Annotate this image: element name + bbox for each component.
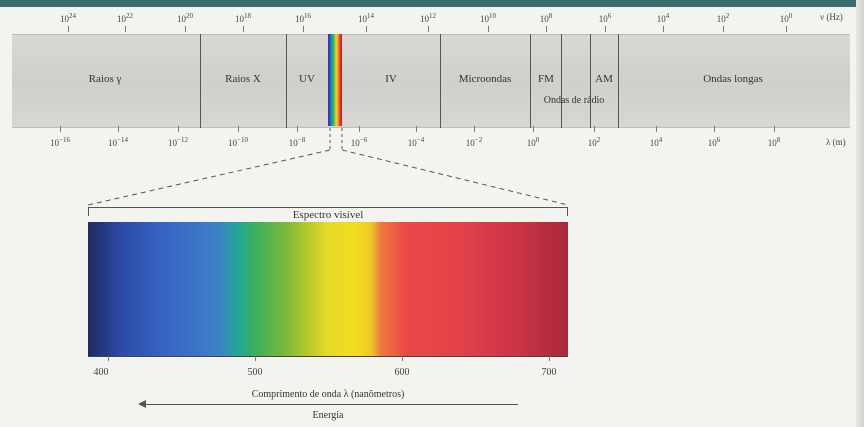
region-am: AM bbox=[595, 73, 613, 85]
visible-light-strip bbox=[328, 34, 342, 126]
axis-tick bbox=[656, 126, 657, 132]
visible-bracket bbox=[88, 207, 568, 208]
region-infrared: IV bbox=[385, 73, 397, 85]
wavelength-tick-label: 108 bbox=[767, 136, 781, 148]
axis-tick bbox=[125, 26, 126, 32]
axis-tick bbox=[297, 126, 298, 132]
axis-tick bbox=[60, 126, 61, 132]
region-x-rays: Raios X bbox=[225, 73, 261, 85]
frequency-tick-label: 102 bbox=[716, 12, 730, 24]
visible-tick-label-600: 600 bbox=[394, 367, 410, 378]
axis-tick bbox=[68, 26, 69, 32]
region-fm: FM bbox=[538, 73, 554, 85]
visible-axis-line bbox=[88, 356, 568, 357]
region-divider bbox=[590, 34, 591, 128]
wavelength-tick-label: 10−14 bbox=[108, 136, 128, 148]
region-microwaves: Microondas bbox=[458, 73, 512, 85]
axis-tick bbox=[723, 26, 724, 32]
axis-tick bbox=[366, 26, 367, 32]
axis-tick bbox=[185, 26, 186, 32]
wavelength-tick-label: 10−10 bbox=[228, 136, 248, 148]
frequency-tick-label: 1012 bbox=[420, 12, 436, 24]
visible-axis-tick bbox=[108, 356, 109, 361]
electromagnetic-spectrum-band bbox=[12, 34, 850, 128]
wavelength-tick-label: 104 bbox=[649, 136, 663, 148]
region-divider bbox=[618, 34, 619, 128]
wavelength-tick-label: 102 bbox=[587, 136, 601, 148]
visible-tick-label-700: 700 bbox=[541, 367, 557, 378]
axis-tick bbox=[428, 26, 429, 32]
frequency-tick-label: 1018 bbox=[235, 12, 251, 24]
frequency-tick-label: 1016 bbox=[295, 12, 311, 24]
axis-tick bbox=[118, 126, 119, 132]
wavelength-axis-title: Comprimento de onda λ (nanômetros) bbox=[251, 389, 405, 400]
axis-tick bbox=[359, 126, 360, 132]
region-divider bbox=[530, 34, 531, 128]
visible-axis-tick bbox=[549, 356, 550, 361]
wavelength-tick-label: 10−16 bbox=[50, 136, 70, 148]
top-border bbox=[0, 0, 864, 7]
wavelength-tick-label: 100 bbox=[526, 136, 540, 148]
frequency-tick-label: 1022 bbox=[117, 12, 133, 24]
axis-tick bbox=[178, 126, 179, 132]
axis-tick bbox=[243, 26, 244, 32]
axis-tick bbox=[238, 126, 239, 132]
wavelength-tick-label: 10−12 bbox=[168, 136, 188, 148]
axis-tick bbox=[474, 126, 475, 132]
frequency-tick-label: 104 bbox=[656, 12, 670, 24]
axis-tick bbox=[714, 126, 715, 132]
region-long-waves: Ondas longas bbox=[703, 73, 763, 85]
frequency-tick-label: 100 bbox=[779, 12, 793, 24]
visible-axis-tick bbox=[255, 356, 256, 361]
wavelength-tick-label: 10−4 bbox=[407, 136, 425, 148]
region-divider bbox=[440, 34, 441, 128]
visible-spectrum-title: Espectro visível bbox=[292, 209, 364, 221]
visible-tick-label-400: 400 bbox=[93, 367, 109, 378]
energy-arrow bbox=[142, 404, 518, 405]
wavelength-tick-label: 106 bbox=[707, 136, 721, 148]
frequency-tick-label: 1010 bbox=[480, 12, 496, 24]
frequency-tick-label: 1020 bbox=[177, 12, 193, 24]
axis-tick bbox=[774, 126, 775, 132]
axis-tick bbox=[594, 126, 595, 132]
region-divider bbox=[200, 34, 201, 128]
axis-tick bbox=[663, 26, 664, 32]
frequency-tick-label: 1014 bbox=[358, 12, 374, 24]
axis-tick bbox=[546, 26, 547, 32]
region-ultraviolet: UV bbox=[299, 73, 315, 85]
region-divider bbox=[286, 34, 287, 128]
region-radio-waves: Ondas de rádio bbox=[543, 95, 605, 106]
visible-spectrum-gradient bbox=[88, 222, 568, 356]
axis-tick bbox=[605, 26, 606, 32]
frequency-unit-label: ν (Hz) bbox=[820, 12, 843, 22]
region-divider bbox=[561, 34, 562, 128]
visible-axis-tick bbox=[402, 356, 403, 361]
visible-bracket-left bbox=[88, 207, 89, 216]
visible-tick-label-500: 500 bbox=[247, 367, 263, 378]
wavelength-tick-label: 10−6 bbox=[350, 136, 368, 148]
axis-tick bbox=[786, 26, 787, 32]
axis-tick bbox=[488, 26, 489, 32]
frequency-tick-label: 1024 bbox=[60, 12, 76, 24]
wavelength-tick-label: 10−8 bbox=[288, 136, 306, 148]
region-gamma-rays: Raios γ bbox=[88, 73, 122, 85]
axis-tick bbox=[533, 126, 534, 132]
frequency-tick-label: 106 bbox=[598, 12, 612, 24]
wavelength-tick-label: 10−2 bbox=[465, 136, 483, 148]
axis-tick bbox=[303, 26, 304, 32]
frequency-tick-label: 108 bbox=[539, 12, 553, 24]
energy-label: Energia bbox=[312, 410, 344, 421]
wavelength-unit-label: λ (m) bbox=[826, 137, 846, 147]
right-page-edge bbox=[856, 0, 864, 427]
axis-tick bbox=[416, 126, 417, 132]
visible-bracket-right bbox=[567, 207, 568, 216]
